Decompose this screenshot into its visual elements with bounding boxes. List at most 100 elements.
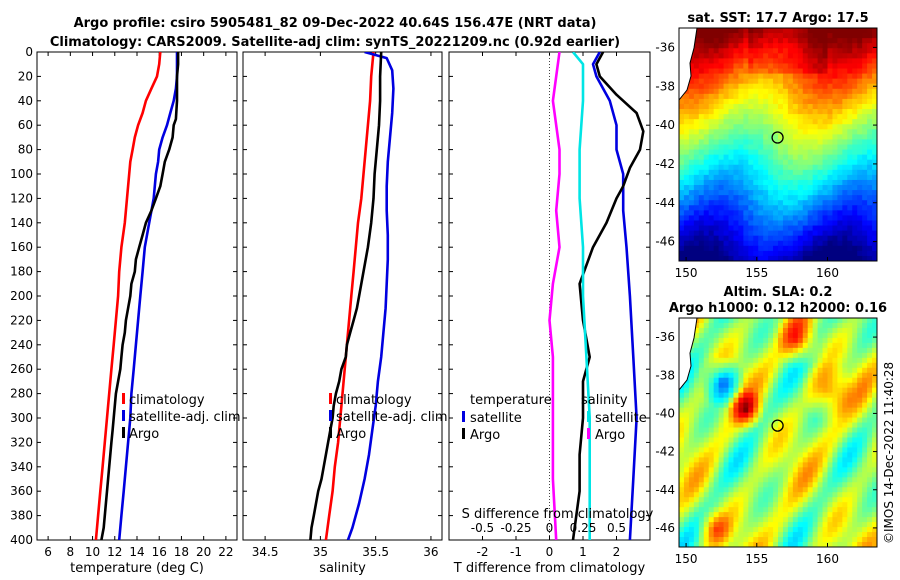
heatmap-cell bbox=[708, 432, 715, 439]
heatmap-cell bbox=[852, 245, 858, 252]
heatmap-cell bbox=[862, 487, 868, 493]
heatmap-cell bbox=[782, 397, 789, 404]
heatmap-cell bbox=[792, 103, 799, 110]
heatmap-cell bbox=[738, 477, 744, 483]
heatmap-cell bbox=[832, 205, 838, 211]
heatmap-cell bbox=[768, 164, 774, 171]
heatmap-cell bbox=[728, 457, 735, 463]
heatmap-cell bbox=[857, 387, 863, 394]
heatmap-cell bbox=[753, 144, 759, 151]
heatmap-cell bbox=[738, 417, 744, 424]
heatmap-cell bbox=[713, 129, 720, 135]
heatmap-cell bbox=[812, 492, 819, 498]
heatmap-cell bbox=[837, 497, 843, 503]
heatmap-cell bbox=[768, 497, 774, 503]
heatmap-cell bbox=[852, 48, 858, 54]
heatmap-cell bbox=[748, 367, 754, 374]
heatmap-cell bbox=[782, 442, 789, 449]
heatmap-cell bbox=[797, 129, 804, 135]
heatmap-cell bbox=[773, 362, 779, 369]
heatmap-cell bbox=[862, 387, 868, 394]
heatmap-cell bbox=[708, 377, 715, 384]
heatmap-cell bbox=[802, 245, 809, 252]
heatmap-cell bbox=[679, 159, 685, 166]
heatmap-cell bbox=[688, 412, 695, 419]
heatmap-cell bbox=[827, 427, 834, 434]
heatmap-cell bbox=[837, 377, 843, 384]
heatmap-cell bbox=[688, 255, 695, 261]
heatmap-cell bbox=[792, 467, 799, 473]
heatmap-cell bbox=[703, 357, 710, 364]
heatmap-cell bbox=[698, 38, 705, 44]
heatmap-cell bbox=[832, 83, 838, 90]
heatmap-cell bbox=[857, 487, 863, 493]
heatmap-cell bbox=[872, 332, 877, 339]
heatmap-cell bbox=[753, 402, 759, 409]
heatmap-cell bbox=[738, 98, 744, 105]
heatmap-cell bbox=[872, 437, 877, 444]
heatmap-cell bbox=[802, 250, 809, 257]
heatmap-cell bbox=[857, 58, 863, 65]
heatmap-cell bbox=[812, 205, 819, 211]
heatmap-cell bbox=[723, 447, 730, 454]
heatmap-cell bbox=[872, 517, 877, 523]
heatmap-cell bbox=[797, 245, 804, 252]
heatmap-cell bbox=[723, 322, 730, 329]
heatmap-cell bbox=[693, 103, 700, 110]
heatmap-cell bbox=[708, 58, 715, 65]
heatmap-cell bbox=[787, 53, 794, 59]
heatmap-cell bbox=[852, 68, 858, 75]
heatmap-cell bbox=[748, 124, 754, 130]
heatmap-cell bbox=[827, 28, 834, 34]
heatmap-cell bbox=[773, 245, 779, 252]
heatmap-cell bbox=[703, 387, 710, 394]
heatmap-cell bbox=[782, 392, 789, 399]
heatmap-cell bbox=[797, 402, 804, 409]
heatmap-cell bbox=[753, 48, 759, 54]
heatmap-cell bbox=[768, 467, 774, 473]
heatmap-cell bbox=[842, 68, 848, 75]
heatmap-cell bbox=[857, 230, 863, 237]
heatmap-cell bbox=[792, 78, 799, 85]
heatmap-cell bbox=[733, 83, 739, 90]
heatmap-cell bbox=[713, 522, 720, 528]
heatmap-cell bbox=[758, 467, 764, 473]
heatmap-cell bbox=[698, 332, 705, 339]
heatmap-cell bbox=[812, 477, 819, 483]
heatmap-cell bbox=[822, 169, 829, 176]
heatmap-cell bbox=[683, 230, 690, 237]
heatmap-cell bbox=[792, 164, 799, 171]
heatmap-cell bbox=[792, 542, 799, 547]
heatmap-cell bbox=[817, 53, 824, 59]
heatmap-cell bbox=[688, 447, 695, 454]
heatmap-cell bbox=[802, 134, 809, 141]
heatmap-cell bbox=[688, 185, 695, 191]
heatmap-cell bbox=[679, 235, 685, 242]
heatmap-cell bbox=[817, 507, 824, 513]
heatmap-cell bbox=[733, 73, 739, 80]
heatmap-cell bbox=[723, 83, 730, 90]
heatmap-cell bbox=[679, 119, 685, 125]
y-tick-label: -42 bbox=[655, 445, 675, 459]
heatmap-cell bbox=[753, 103, 759, 110]
heatmap-cell bbox=[753, 532, 759, 538]
heatmap-cell bbox=[867, 149, 873, 156]
heatmap-cell bbox=[688, 407, 695, 414]
heatmap-cell bbox=[802, 332, 809, 339]
heatmap-cell bbox=[812, 472, 819, 478]
heatmap-cell bbox=[797, 522, 804, 528]
title-line-2: Climatology: CARS2009. Satellite-adj cli… bbox=[50, 35, 620, 50]
heatmap-cell bbox=[728, 63, 735, 70]
heatmap-cell bbox=[792, 497, 799, 503]
heatmap-cell bbox=[792, 195, 799, 201]
heatmap-cell bbox=[728, 318, 735, 324]
heatmap-cell bbox=[763, 502, 769, 508]
heatmap-cell bbox=[857, 342, 863, 349]
heatmap-cell bbox=[698, 412, 705, 419]
heatmap-cell bbox=[698, 28, 705, 34]
heatmap-cell bbox=[862, 442, 868, 449]
heatmap-cell bbox=[688, 114, 695, 120]
heatmap-cell bbox=[837, 164, 843, 171]
heatmap-cell bbox=[708, 522, 715, 528]
legend-label: climatology bbox=[129, 393, 205, 408]
